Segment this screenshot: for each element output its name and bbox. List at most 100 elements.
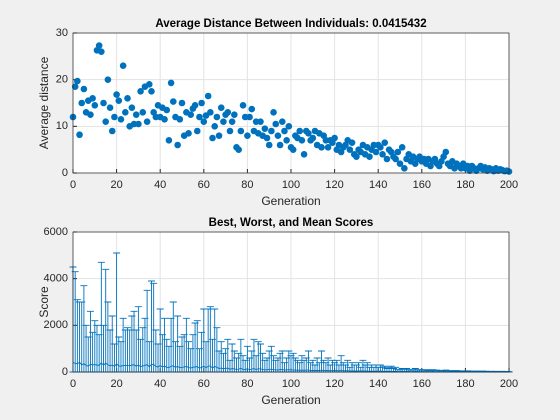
point: [263, 134, 271, 142]
point: [137, 88, 144, 95]
x-tick-label: 160: [413, 378, 431, 390]
point: [228, 118, 236, 125]
point: [442, 148, 450, 156]
y-axis-label: Average distance: [37, 56, 51, 149]
point: [191, 102, 199, 109]
point: [377, 144, 384, 151]
point: [381, 139, 389, 146]
point: [257, 118, 264, 125]
x-tick-label: 160: [413, 179, 431, 191]
point: [289, 146, 297, 153]
point: [135, 120, 142, 128]
x-tick-label: 80: [241, 378, 253, 390]
x-tick-label: 100: [282, 179, 300, 191]
y-tick-label: 4000: [44, 273, 68, 285]
x-tick-label: 100: [282, 378, 300, 390]
point: [87, 111, 94, 118]
point: [331, 134, 338, 142]
point: [346, 146, 354, 153]
axes-box: [72, 32, 510, 174]
y-axis-label: Score: [37, 286, 51, 318]
point: [224, 109, 232, 116]
point: [248, 105, 256, 113]
point: [174, 141, 181, 149]
axes-box: [72, 231, 510, 373]
point: [285, 123, 293, 130]
x-tick-label: 180: [456, 179, 474, 191]
point: [209, 134, 216, 142]
point: [207, 109, 214, 116]
point: [146, 81, 153, 88]
x-axis-label: Generation: [261, 393, 320, 407]
point: [113, 91, 120, 98]
x-tick-label: 20: [110, 179, 122, 191]
axes: 0 20 40 60 80 100 120 140 160 180 2000200040006000…: [37, 217, 518, 407]
x-tick-label: 120: [325, 179, 343, 191]
point: [379, 151, 386, 158]
x-tick-label: 200: [500, 378, 518, 390]
x-tick-label: 60: [198, 179, 210, 191]
point: [318, 144, 325, 151]
point: [309, 134, 317, 142]
point: [305, 130, 312, 137]
point: [270, 109, 277, 116]
point: [163, 106, 171, 114]
point: [148, 88, 155, 95]
x-tick-label: 60: [198, 378, 210, 390]
point: [91, 102, 99, 109]
y-tick-label: 30: [56, 27, 68, 39]
marks: [69, 42, 513, 175]
x-tick-label: 120: [325, 378, 343, 390]
point: [272, 120, 280, 128]
point: [226, 127, 234, 135]
point: [115, 97, 123, 104]
point: [128, 104, 136, 111]
point: [281, 127, 288, 135]
point: [169, 98, 177, 105]
y-tick-label: 20: [56, 74, 68, 86]
point: [119, 62, 127, 69]
x-tick-label: 200: [500, 179, 518, 191]
point: [78, 99, 86, 107]
point: [394, 148, 402, 156]
point: [100, 99, 107, 107]
point: [122, 109, 129, 116]
point: [187, 111, 195, 118]
point: [274, 132, 282, 139]
point: [98, 48, 105, 55]
x-tick-label: 180: [456, 378, 474, 390]
point: [74, 77, 81, 85]
point: [348, 139, 356, 146]
point: [261, 125, 269, 132]
point: [231, 111, 238, 118]
point: [132, 111, 140, 118]
x-tick-label: 0: [70, 179, 76, 191]
point: [204, 92, 212, 100]
point: [298, 137, 306, 144]
chart-title: Average Distance Between Individuals: 0.…: [155, 18, 426, 30]
point: [283, 137, 290, 144]
point: [353, 153, 360, 160]
point: [117, 116, 125, 123]
point: [366, 153, 373, 160]
point: [124, 95, 131, 102]
point: [80, 85, 88, 93]
point: [265, 141, 273, 149]
point: [237, 127, 245, 135]
axes: 0 20 40 60 80 100 120 140 160 180 200 0 10 20 30 Averag…: [37, 18, 518, 208]
chart-title: Best, Worst, and Mean Scores: [209, 217, 374, 229]
point: [276, 141, 284, 149]
point: [246, 113, 253, 121]
point: [196, 113, 203, 121]
x-tick-label: 0: [70, 378, 76, 390]
x-tick-label: 140: [369, 179, 387, 191]
x-tick-label: 140: [369, 378, 387, 390]
x-tick-label: 40: [154, 179, 166, 191]
point: [111, 113, 118, 121]
y-tick-label: 2000: [44, 319, 68, 331]
point: [235, 146, 242, 153]
y-tick-label: 0: [62, 167, 68, 179]
point: [398, 144, 406, 151]
point: [71, 83, 79, 90]
